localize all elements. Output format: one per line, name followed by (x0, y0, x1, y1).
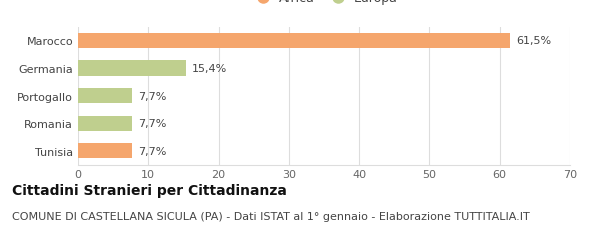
Legend: Africa, Europa: Africa, Europa (250, 0, 398, 5)
Text: 7,7%: 7,7% (138, 91, 166, 101)
Text: 61,5%: 61,5% (516, 36, 551, 46)
Text: 15,4%: 15,4% (192, 64, 227, 74)
Text: 7,7%: 7,7% (138, 146, 166, 156)
Text: 7,7%: 7,7% (138, 119, 166, 129)
Bar (78, 34, 510, 49)
Bar (78, 144, 132, 159)
Text: COMUNE DI CASTELLANA SICULA (PA) - Dati ISTAT al 1° gennaio - Elaborazione TUTTI: COMUNE DI CASTELLANA SICULA (PA) - Dati … (12, 211, 530, 221)
Bar (78, 89, 132, 104)
Bar (78, 116, 132, 131)
Bar (78, 61, 186, 76)
Text: Cittadini Stranieri per Cittadinanza: Cittadini Stranieri per Cittadinanza (12, 183, 287, 197)
